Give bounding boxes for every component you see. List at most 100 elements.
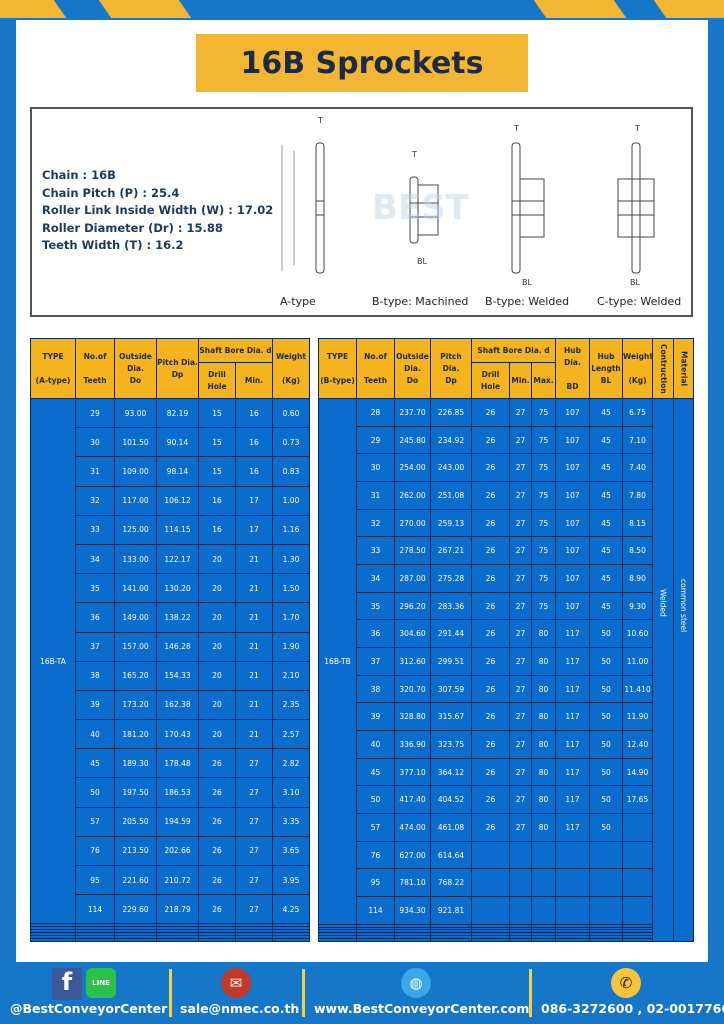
email-link[interactable]: sale@nmec.co.th [180,1001,300,1016]
table-cell: 21 [235,631,273,662]
table-cell: 95 [356,868,395,898]
watermark: BEST [372,188,470,228]
empty-cell [531,937,556,943]
table-row: 50 417.40 404.52 26 27 80 117 50 17.65 [319,785,694,815]
table-cell: 26 [198,894,236,925]
table-cell: 178.48 [156,748,199,779]
table-cell: 27 [235,777,273,808]
empty-cell [394,937,431,943]
table-cell: 107 [555,508,590,538]
decor-stripe [533,0,627,18]
table-cell: 26 [471,813,510,842]
table-cell: 33 [356,536,395,566]
decor-stripe [98,0,192,18]
header-type: TYPE (B-type) [318,338,357,399]
empty-cell [622,937,653,943]
table-cell: 50 [589,647,623,676]
email-icon: ✉ [221,968,251,998]
table-row: 57 474.00 461.08 26 27 80 117 50 [319,813,694,842]
table-cell [589,896,623,925]
header-min: Min. [509,362,532,399]
table-row: 31 109.00 98.14 15 16 0.83 [31,456,310,487]
table-row: 36 149.00 138.22 20 21 1.70 [31,602,310,633]
table-row: 32 117.00 106.12 16 17 1.00 [31,485,310,516]
table-cell: 138.22 [156,602,199,633]
table-cell [471,840,510,870]
table-cell: 50 [589,619,623,649]
table-cell: 27 [509,813,532,842]
table-cell: 27 [509,508,532,538]
table-cell: 38 [75,660,115,691]
table-cell: 7.10 [622,425,653,455]
table-cell: 29 [356,425,395,455]
table-cell: 50 [589,813,623,842]
table-cell: 1.50 [272,573,310,604]
table-cell: 27 [509,453,532,483]
table-cell: 76 [75,835,115,867]
table-cell: 16 [235,456,273,487]
table-cell: 32 [356,508,395,538]
svg-text:T: T [317,116,323,125]
table-cell: 226.85 [430,398,472,427]
table-cell: 934.30 [394,896,431,925]
table-cell: 27 [509,619,532,649]
table-cell: 26 [198,777,236,808]
social-handle[interactable]: @BestConveyorCenter [10,1001,168,1016]
table-cell: 107 [555,453,590,483]
sprocket-diagrams: T T T T BL BL BL BEST [281,116,655,287]
table-row: 39 173.20 162.38 20 21 2.35 [31,689,310,721]
table-cell: 39 [75,689,115,721]
table-cell: 80 [531,619,556,649]
table-cell: 20 [198,543,236,575]
table-cell: 37 [356,647,395,676]
table-cell: 16 [235,397,273,429]
table-cell: 27 [509,702,532,732]
table-cell [471,896,510,925]
phone-icon: ✆ [611,968,641,998]
table-cell: 287.00 [394,564,431,593]
table-cell: 107 [555,425,590,455]
table-cell: 114 [356,896,395,925]
table-cell: 26 [198,806,236,837]
table-cell: 17.65 [622,785,653,815]
table-row: 45 189.30 178.48 26 27 2.82 [31,748,310,779]
table-cell: 35 [356,591,395,621]
table-cell: 45 [589,398,623,427]
table-cell: 768.22 [430,868,472,898]
website-link[interactable]: www.BestConveyorCenter.com [314,1001,530,1016]
phone-number[interactable]: 086-3272600 , 02-0017766 [541,1001,724,1016]
table-cell: 39 [356,702,395,732]
table-cell: 170.43 [156,719,199,750]
spec-item: Teeth Width (T) : 16.2 [42,238,184,252]
table-cell: 304.60 [394,619,431,649]
table-cell: 45 [356,757,395,787]
table-cell: 26 [471,453,510,483]
empty-cell [272,937,310,943]
empty-cell [75,937,115,943]
decor-stripe [0,0,67,18]
table-cell: 299.51 [430,647,472,676]
table-cell: 27 [509,674,532,704]
table-cell: 11.90 [622,702,653,732]
table-cell: 27 [509,536,532,566]
table-cell: 27 [509,647,532,676]
table-cell: 921.81 [430,896,472,925]
type-cell: 16B-TA [30,397,76,925]
table-row: 34 287.00 275.28 26 27 75 107 45 8.90 [319,564,694,593]
table-cell: 26 [471,674,510,704]
table-cell: 75 [531,536,556,566]
divider [529,969,532,1017]
table-cell: 3.65 [272,835,310,867]
table-row: 76 213.50 202.66 26 27 3.65 [31,835,310,867]
table-cell: 21 [235,660,273,691]
header-shaft-bore: Shaft Bore Dia. d [198,338,273,363]
table-cell: 474.00 [394,813,431,842]
facebook-icon[interactable]: f [52,968,82,1000]
table-cell: 93.00 [114,397,157,429]
line-icon[interactable]: LINE [86,968,116,998]
table-cell: 26 [471,564,510,593]
table-cell: 146.28 [156,631,199,662]
spec-item: Chain Pitch (P) : 25.4 [42,185,180,200]
table-cell: 11.00 [622,647,653,676]
table-cell: 30 [356,453,395,483]
